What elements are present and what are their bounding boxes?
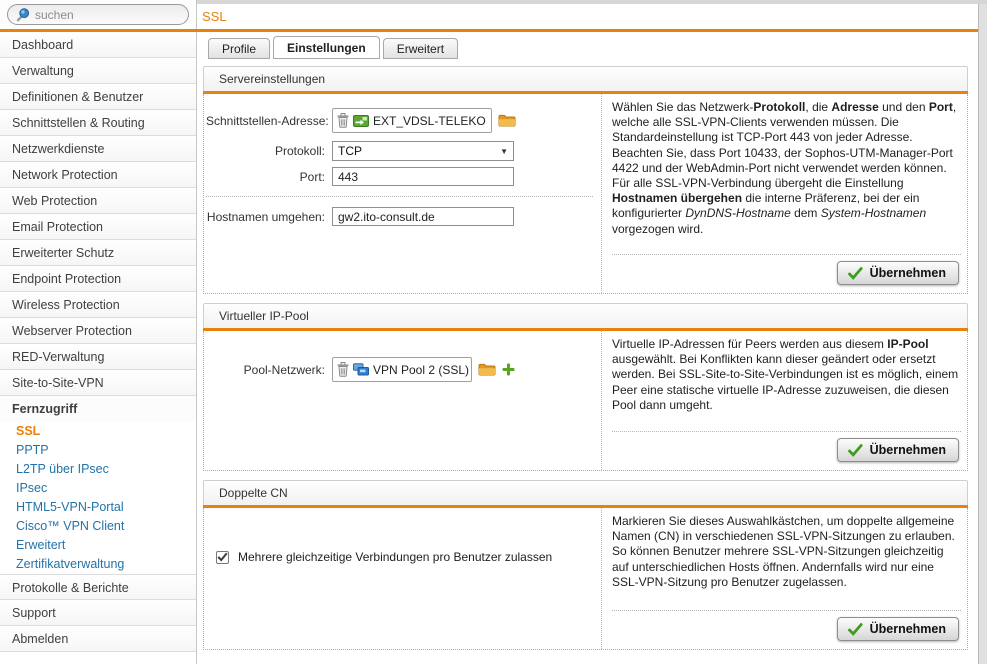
delete-icon[interactable] — [337, 113, 349, 128]
interface-address-value: EXT_VDSL-TELEKO — [373, 114, 486, 128]
pool-network-box[interactable]: VPN Pool 2 (SSL) — [332, 357, 472, 382]
hostname-override-label: Hostnamen umgehen: — [206, 210, 332, 224]
folder-icon[interactable] — [498, 114, 516, 127]
sidebar-item-wireless-protection[interactable]: Wireless Protection — [0, 292, 196, 318]
cn-help-text: Markieren Sie dieses Auswahlkästchen, um… — [612, 514, 961, 590]
form-separator — [206, 196, 593, 197]
sidebar-item-abmelden[interactable]: Abmelden — [0, 626, 196, 652]
page-title: SSL — [198, 4, 978, 29]
sidebar-item-html5-vpn-portal[interactable]: HTML5-VPN-Portal — [0, 498, 196, 517]
multiple-connections-checkbox[interactable] — [216, 551, 229, 564]
sidebar-item-red-verwaltung[interactable]: RED-Verwaltung — [0, 344, 196, 370]
sidebar-item-definitionen-benutzer[interactable]: Definitionen & Benutzer — [0, 84, 196, 110]
sidebar-item-endpoint-protection[interactable]: Endpoint Protection — [0, 266, 196, 292]
chevron-down-icon: ▼ — [500, 147, 508, 156]
network-pool-icon — [353, 363, 369, 376]
server-form: Schnittstellen-Adresse: — [204, 94, 601, 293]
pool-help-text: Virtuelle IP-Adressen für Peers werden a… — [612, 337, 961, 413]
sidebar-item-site-to-site-vpn[interactable]: Site-to-Site-VPN — [0, 370, 196, 396]
section-title-doppelte-cn: Doppelte CN — [203, 480, 968, 505]
sidebar-item-network-protection[interactable]: Network Protection — [0, 162, 196, 188]
search-area: suchen — [0, 0, 196, 32]
search-input[interactable]: suchen — [7, 4, 189, 25]
top-edge — [197, 0, 987, 4]
check-icon — [848, 444, 863, 457]
search-icon — [16, 8, 30, 22]
sidebar-item-verwaltung[interactable]: Verwaltung — [0, 58, 196, 84]
apply-button-label: Übernehmen — [870, 266, 946, 280]
section-title-virtueller-ip-pool: Virtueller IP-Pool — [203, 303, 968, 328]
server-help-panel: Wählen Sie das Netzwerk-Protokoll, die A… — [601, 94, 967, 293]
section-title-servereinstellungen: Servereinstellungen — [203, 66, 968, 91]
delete-icon[interactable] — [337, 362, 349, 377]
interface-icon — [353, 115, 369, 127]
sidebar-item-webserver-protection[interactable]: Webserver Protection — [0, 318, 196, 344]
protocol-selected-value: TCP — [338, 144, 362, 158]
hostname-override-input[interactable] — [332, 207, 514, 226]
check-icon — [848, 267, 863, 280]
sidebar-item-support[interactable]: Support — [0, 600, 196, 626]
interface-address-box[interactable]: EXT_VDSL-TELEKO — [332, 108, 492, 133]
sidebar-item-cisco-vpn-client[interactable]: Cisco™ VPN Client — [0, 517, 196, 536]
cn-help-panel: Markieren Sie dieses Auswahlkästchen, um… — [601, 508, 967, 649]
apply-button-cn[interactable]: Übernehmen — [837, 617, 959, 641]
apply-button-pool[interactable]: Übernehmen — [837, 438, 959, 462]
accent-divider — [0, 29, 987, 32]
multiple-connections-label: Mehrere gleichzeitige Verbindungen pro B… — [238, 550, 552, 564]
sidebar-item-ssl[interactable]: SSL — [0, 422, 196, 441]
tab-profile[interactable]: Profile — [208, 38, 270, 59]
add-icon[interactable] — [502, 363, 515, 376]
sidebar-item-email-protection[interactable]: Email Protection — [0, 214, 196, 240]
sidebar-menu: DashboardVerwaltungDefinitionen & Benutz… — [0, 32, 196, 652]
sidebar-item-l2tp-ueber-ipsec[interactable]: L2TP über IPsec — [0, 460, 196, 479]
check-icon — [848, 623, 863, 636]
pool-network-value: VPN Pool 2 (SSL) — [373, 363, 469, 377]
server-help-text: Wählen Sie das Netzwerk-Protokoll, die A… — [612, 100, 961, 237]
right-scrollbar-track[interactable] — [978, 4, 987, 664]
folder-icon[interactable] — [478, 363, 496, 376]
sidebar-item-zertifikatverwaltung[interactable]: Zertifikatverwaltung — [0, 555, 196, 574]
sidebar: suchen DashboardVerwaltungDefinitionen &… — [0, 0, 197, 664]
sidebar-item-erweitert[interactable]: Erweitert — [0, 536, 196, 555]
interface-address-label: Schnittstellen-Adresse: — [206, 114, 332, 128]
tab-einstellungen[interactable]: Einstellungen — [273, 36, 380, 59]
sidebar-item-web-protection[interactable]: Web Protection — [0, 188, 196, 214]
apply-button-label: Übernehmen — [870, 622, 946, 636]
sidebar-item-dashboard[interactable]: Dashboard — [0, 32, 196, 58]
sidebar-item-netzwerkdienste[interactable]: Netzwerkdienste — [0, 136, 196, 162]
search-placeholder: suchen — [35, 8, 74, 22]
protocol-select[interactable]: TCP ▼ — [332, 141, 514, 161]
apply-button-server[interactable]: Übernehmen — [837, 261, 959, 285]
sidebar-item-fernzugriff[interactable]: Fernzugriff — [0, 396, 196, 422]
sidebar-item-protokolle-berichte[interactable]: Protokolle & Berichte — [0, 574, 196, 600]
sidebar-item-pptp[interactable]: PPTP — [0, 441, 196, 460]
protocol-label: Protokoll: — [206, 144, 332, 158]
sidebar-item-erweiterter-schutz[interactable]: Erweiterter Schutz — [0, 240, 196, 266]
pool-network-label: Pool-Netzwerk: — [206, 363, 332, 377]
main-content: SSL ProfileEinstellungenErweitert Server… — [198, 4, 978, 664]
pool-form: Pool-Netzwerk: — [204, 331, 601, 470]
port-input[interactable] — [332, 167, 514, 186]
port-label: Port: — [206, 170, 332, 184]
cn-form: Mehrere gleichzeitige Verbindungen pro B… — [204, 508, 601, 649]
section-servereinstellungen: Servereinstellungen Schnittstellen-Adres… — [203, 66, 968, 294]
tab-bar: ProfileEinstellungenErweitert — [198, 32, 978, 57]
sidebar-item-schnittstellen-routing[interactable]: Schnittstellen & Routing — [0, 110, 196, 136]
tab-erweitert[interactable]: Erweitert — [383, 38, 458, 59]
sidebar-item-ipsec[interactable]: IPsec — [0, 479, 196, 498]
section-doppelte-cn: Doppelte CN Mehrere gleichzeitige Verbin… — [203, 480, 968, 650]
apply-button-label: Übernehmen — [870, 443, 946, 457]
section-virtueller-ip-pool: Virtueller IP-Pool Pool-Netzwerk: — [203, 303, 968, 471]
pool-help-panel: Virtuelle IP-Adressen für Peers werden a… — [601, 331, 967, 470]
